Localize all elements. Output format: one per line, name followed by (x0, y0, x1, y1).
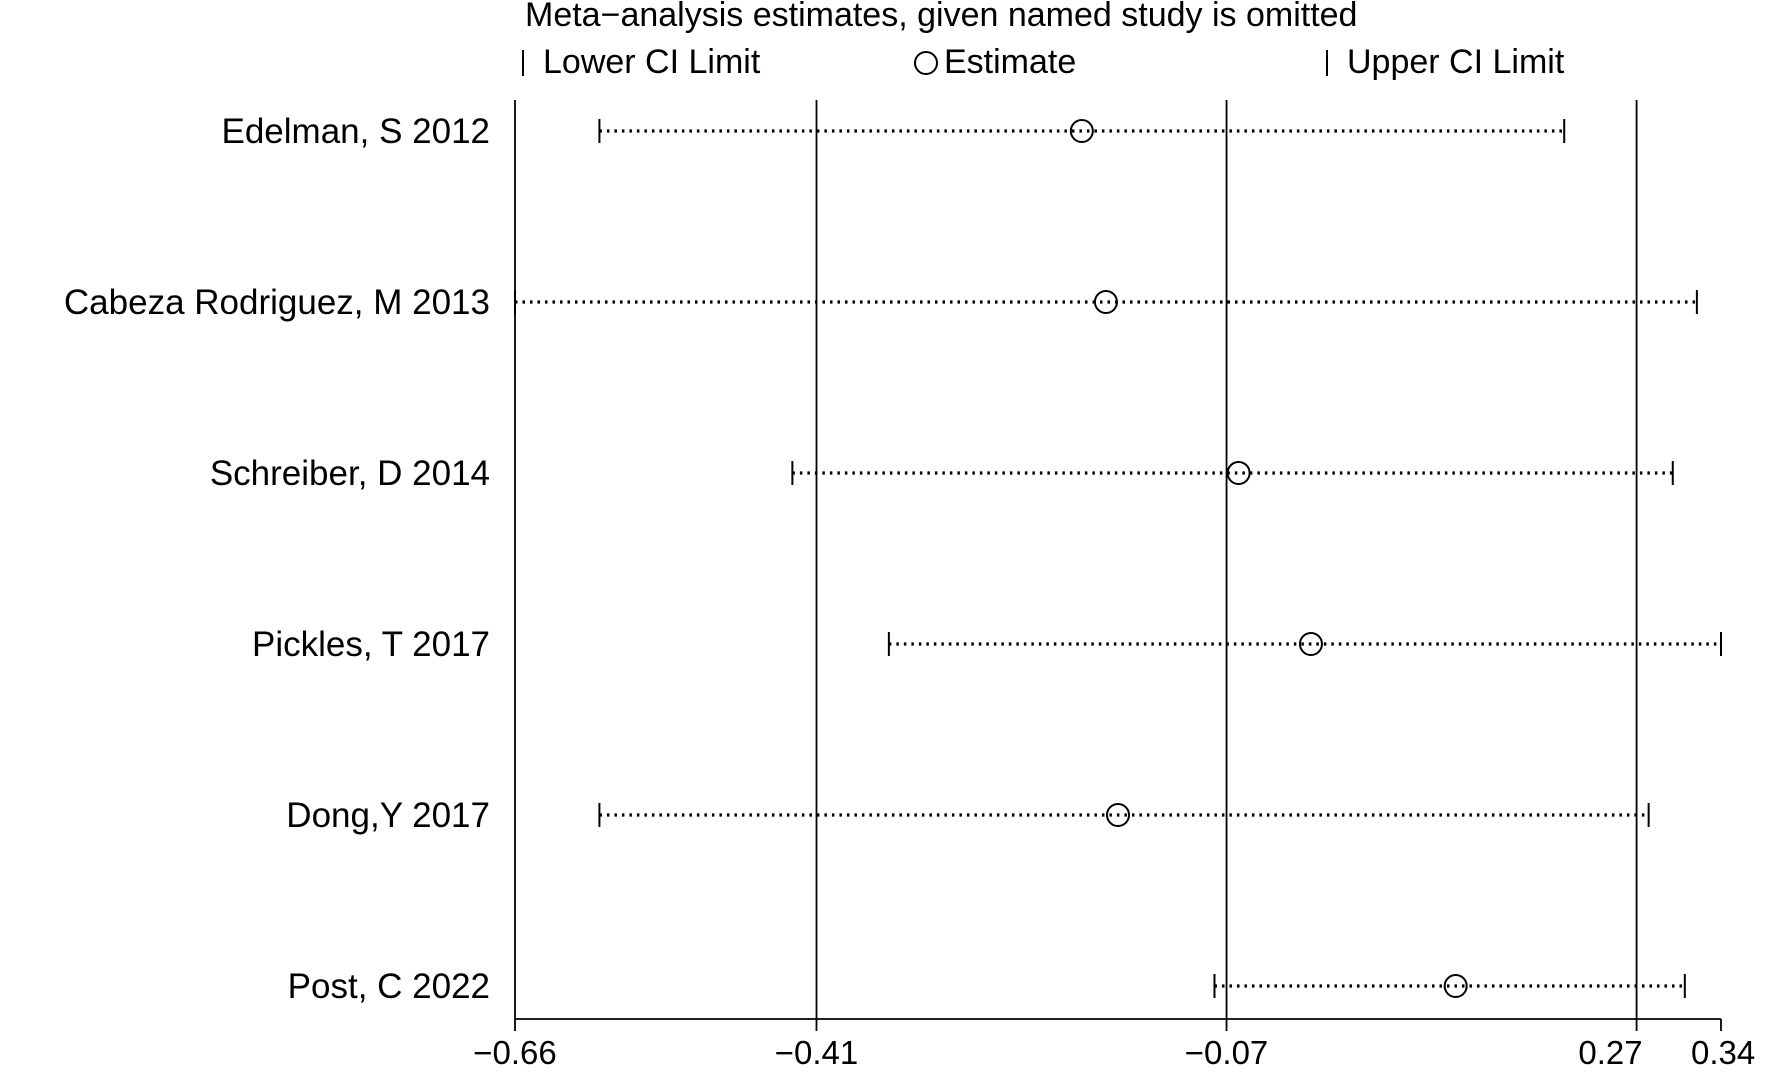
estimate-marker (1093, 290, 1118, 314)
study-rows: Edelman, S 2012 Cabeza Rodriguez, M 2013 S… (64, 112, 1722, 1006)
x-tick-label: −0.07 (1185, 1034, 1269, 1071)
study-row: Schreiber, D 2014 (210, 454, 1674, 493)
estimate-marker (1226, 461, 1251, 485)
study-row: Pickles, T 2017 (252, 625, 1722, 664)
legend-lower-label: Lower CI Limit (543, 43, 761, 81)
estimate-marker (1298, 632, 1323, 656)
x-tick-label: −0.41 (775, 1034, 859, 1071)
study-row: Edelman, S 2012 (221, 112, 1566, 151)
x-tick-label: 0.34 (1691, 1034, 1755, 1071)
x-axis: −0.66 −0.41 −0.07 0.27 0.34 (473, 1018, 1755, 1071)
study-label: Dong,Y 2017 (286, 796, 490, 835)
legend: Lower CI Limit Estimate Upper CI Limit (522, 43, 1565, 81)
x-tick-label: −0.66 (473, 1034, 557, 1071)
study-label: Cabeza Rodriguez, M 2013 (64, 283, 490, 322)
chart-title: Meta−analysis estimates, given named stu… (525, 0, 1357, 34)
reference-lines (514, 100, 1638, 1019)
estimate-marker (1443, 974, 1468, 998)
estimate-marker (1069, 119, 1094, 143)
legend-upper-label: Upper CI Limit (1347, 43, 1565, 81)
study-label: Pickles, T 2017 (252, 625, 490, 664)
study-label: Edelman, S 2012 (221, 112, 490, 151)
study-row: Dong,Y 2017 (286, 796, 1650, 835)
study-label: Post, C 2022 (288, 967, 490, 1006)
study-row: Post, C 2022 (288, 967, 1686, 1006)
study-label: Schreiber, D 2014 (210, 454, 490, 493)
study-row: Cabeza Rodriguez, M 2013 (64, 283, 1698, 322)
legend-estimate-marker (914, 51, 938, 75)
legend-estimate-label: Estimate (944, 43, 1076, 81)
x-tick-label: 0.27 (1578, 1034, 1642, 1071)
estimate-marker (1106, 803, 1130, 827)
